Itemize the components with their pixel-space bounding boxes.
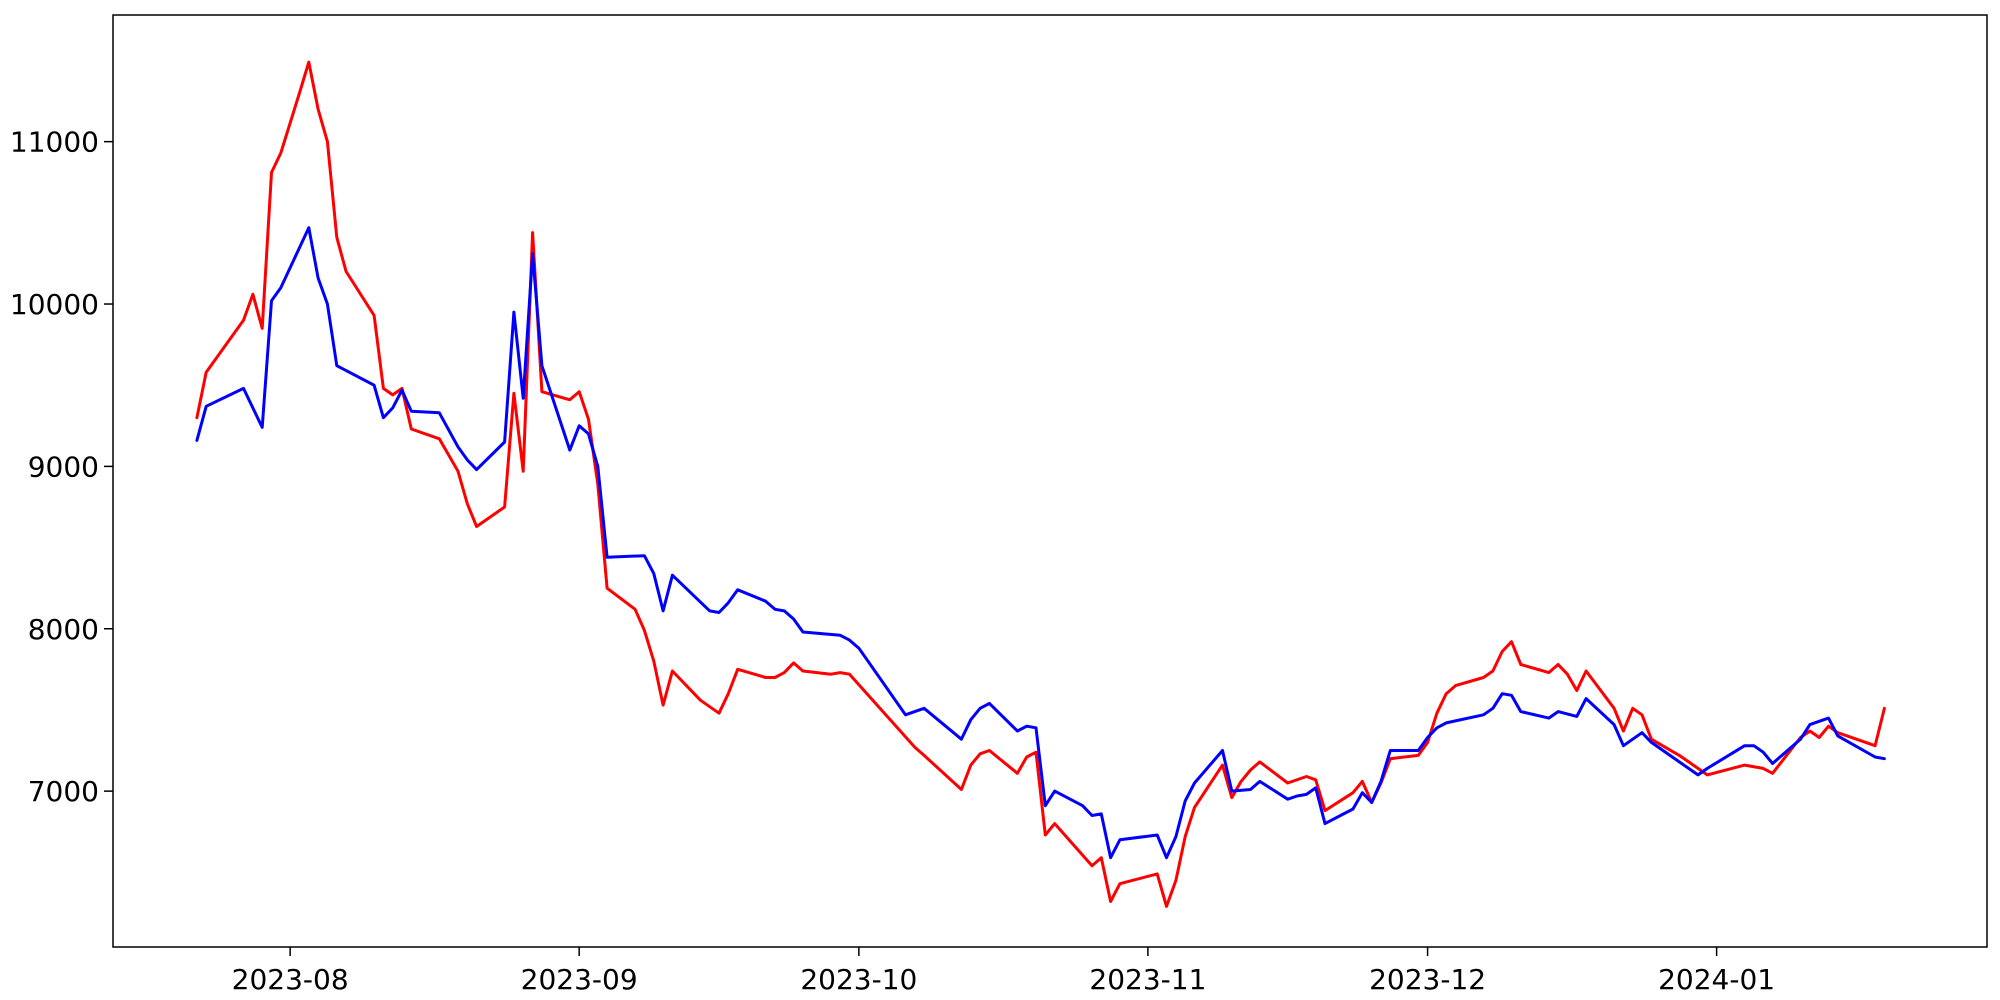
x-tick-label: 2023-08 <box>232 963 349 996</box>
x-axis: 2023-08 2023-09 2023-10 2023-11 2023-12 2024-… <box>232 947 1775 996</box>
x-tick-label: 2024-01 <box>1658 963 1775 996</box>
y-tick-label: 10000 <box>10 288 99 321</box>
series-layer <box>195 60 1886 908</box>
x-tick-label: 2023-10 <box>800 963 917 996</box>
y-axis: 7000 8000 9000 10000 11000 <box>10 126 113 808</box>
y-tick-label: 7000 <box>28 775 99 808</box>
plot-frame <box>112 14 1988 948</box>
x-tick-label: 2023-12 <box>1369 963 1486 996</box>
series-0 <box>195 60 1886 908</box>
y-tick-label: 8000 <box>28 613 99 646</box>
y-tick-label: 11000 <box>10 126 99 159</box>
y-tick-label: 9000 <box>28 450 99 483</box>
series-0-line <box>195 60 1886 908</box>
x-tick-label: 2023-11 <box>1089 963 1206 996</box>
series-1 <box>195 226 1886 860</box>
x-tick-label: 2023-09 <box>521 963 638 996</box>
series-1-line <box>195 226 1886 860</box>
